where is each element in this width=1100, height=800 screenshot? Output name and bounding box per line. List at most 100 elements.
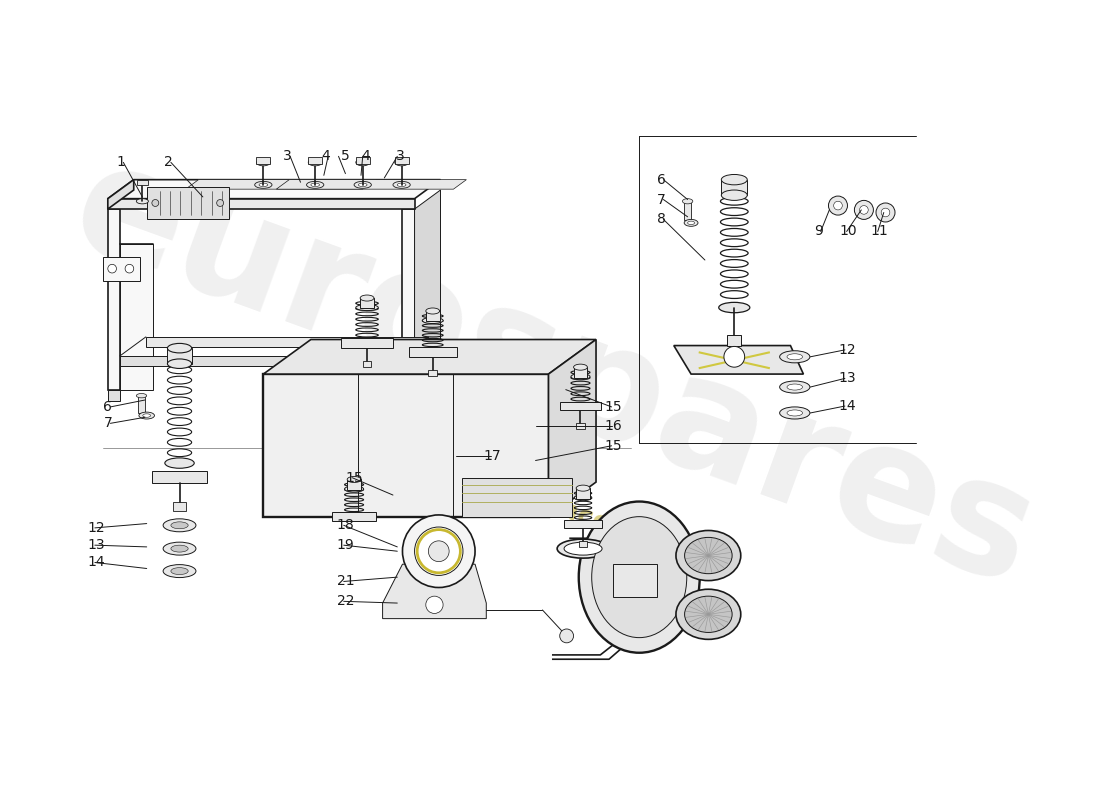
Ellipse shape	[344, 486, 364, 492]
Polygon shape	[415, 190, 440, 362]
Circle shape	[876, 203, 895, 222]
Text: 4: 4	[321, 150, 330, 163]
Bar	[428, 370, 437, 376]
Ellipse shape	[393, 182, 410, 188]
Bar	[579, 541, 587, 547]
Circle shape	[426, 596, 443, 614]
Ellipse shape	[684, 538, 733, 574]
Ellipse shape	[786, 410, 803, 416]
Bar	[403, 209, 415, 352]
Circle shape	[859, 206, 868, 214]
Text: a passion for parts since 1995: a passion for parts since 1995	[260, 389, 691, 567]
Ellipse shape	[786, 354, 803, 360]
Ellipse shape	[780, 381, 810, 393]
Text: 4: 4	[361, 150, 370, 163]
Bar	[363, 361, 372, 367]
Ellipse shape	[579, 502, 700, 653]
Circle shape	[428, 541, 449, 562]
Bar	[108, 390, 120, 401]
Bar	[167, 348, 191, 364]
Bar	[146, 186, 229, 219]
Circle shape	[560, 629, 573, 643]
Bar	[120, 243, 153, 390]
Text: 5: 5	[341, 150, 350, 163]
Bar	[684, 202, 691, 220]
Text: 14: 14	[88, 555, 106, 570]
Text: 15: 15	[605, 400, 623, 414]
Bar	[426, 311, 440, 322]
Ellipse shape	[256, 159, 271, 166]
Circle shape	[415, 527, 463, 575]
Bar	[727, 335, 741, 346]
Text: 13: 13	[88, 538, 106, 552]
Ellipse shape	[780, 407, 810, 419]
Bar	[573, 367, 587, 378]
Bar	[408, 347, 456, 357]
Bar	[355, 157, 370, 164]
Ellipse shape	[170, 568, 188, 574]
Ellipse shape	[718, 302, 750, 313]
Ellipse shape	[311, 183, 319, 186]
Ellipse shape	[722, 174, 747, 185]
Text: 11: 11	[871, 225, 889, 238]
Ellipse shape	[564, 542, 602, 555]
Bar	[120, 356, 403, 366]
Bar	[152, 471, 207, 483]
Polygon shape	[674, 346, 803, 374]
Polygon shape	[263, 339, 596, 374]
Text: 3: 3	[283, 150, 292, 163]
Text: 16: 16	[605, 419, 623, 433]
Circle shape	[724, 346, 745, 367]
Ellipse shape	[780, 350, 810, 363]
Bar	[722, 180, 747, 195]
Bar	[560, 402, 602, 410]
Ellipse shape	[163, 519, 196, 532]
Text: 9: 9	[814, 225, 823, 238]
Polygon shape	[108, 180, 440, 198]
Bar	[341, 338, 393, 348]
Bar	[138, 180, 147, 185]
Bar	[576, 423, 585, 430]
Ellipse shape	[255, 182, 272, 188]
Ellipse shape	[676, 530, 740, 581]
Bar	[103, 257, 140, 281]
Ellipse shape	[359, 183, 367, 186]
Ellipse shape	[167, 343, 191, 353]
Ellipse shape	[163, 565, 196, 578]
Ellipse shape	[143, 414, 151, 418]
Text: eurospares: eurospares	[52, 129, 1054, 620]
Ellipse shape	[684, 596, 733, 633]
Text: 10: 10	[839, 225, 857, 238]
Text: 1: 1	[117, 155, 125, 170]
Ellipse shape	[355, 305, 378, 310]
Ellipse shape	[355, 159, 370, 166]
Text: 17: 17	[484, 449, 502, 463]
Text: 22: 22	[337, 594, 354, 608]
Text: 13: 13	[838, 371, 856, 386]
Polygon shape	[276, 180, 466, 189]
Bar	[108, 209, 120, 390]
Polygon shape	[108, 198, 415, 209]
Ellipse shape	[688, 221, 694, 225]
Ellipse shape	[786, 384, 803, 390]
Bar	[564, 520, 602, 528]
Bar	[256, 157, 271, 164]
Polygon shape	[108, 180, 134, 209]
Ellipse shape	[395, 159, 408, 166]
Ellipse shape	[165, 458, 195, 468]
Ellipse shape	[136, 198, 149, 204]
Bar	[348, 479, 361, 490]
Text: 21: 21	[337, 574, 354, 589]
Text: 18: 18	[337, 518, 354, 532]
Ellipse shape	[571, 374, 590, 380]
Text: 8: 8	[657, 213, 665, 226]
Text: 15: 15	[605, 438, 623, 453]
Text: 7: 7	[657, 193, 665, 206]
Ellipse shape	[592, 517, 686, 638]
Ellipse shape	[397, 183, 406, 186]
Circle shape	[834, 202, 843, 210]
Bar	[173, 502, 186, 510]
Text: 7: 7	[103, 416, 112, 430]
Bar	[395, 157, 408, 164]
Polygon shape	[383, 564, 486, 618]
